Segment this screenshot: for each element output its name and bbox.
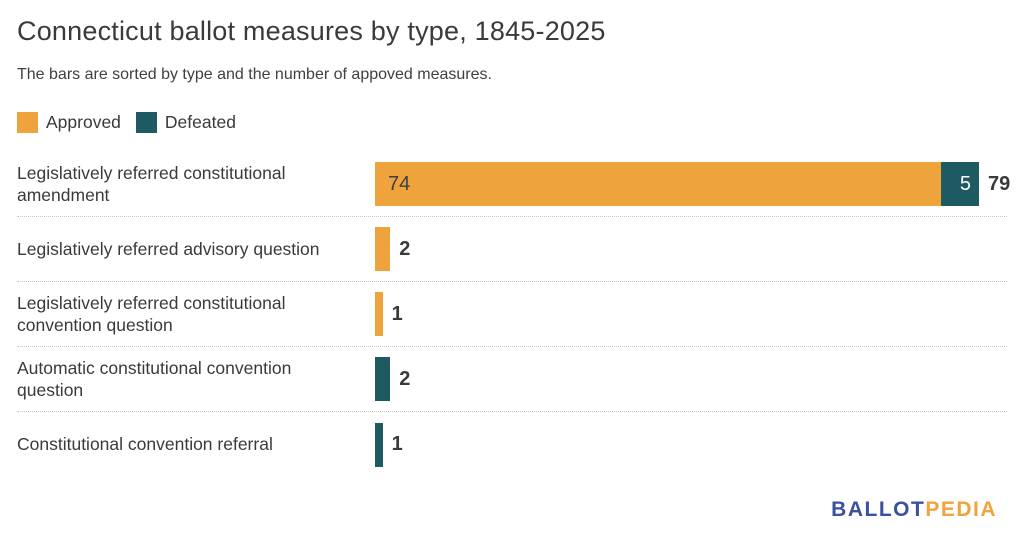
bar-group: 74 5 79 [375,152,1010,216]
segment-value-label: 74 [388,172,411,195]
total-value-label: 79 [987,172,1011,195]
logo-pedia-text: PEDIA [925,498,997,521]
category-label: Legislatively referred constitutional am… [17,162,286,205]
bar-segment-defeated: 5 [940,162,979,206]
category-label: Automatic constitutional convention ques… [17,357,292,400]
total-value-label: 1 [391,302,403,325]
bar-segment-approved [375,227,391,271]
bar-segment-defeated [375,422,383,467]
page-subtitle: The bars are sorted by type and the numb… [17,66,492,83]
chart-legend: Approved Defeated [17,112,236,133]
legend-label: Approved [46,112,121,132]
legend-item-defeated: Defeated [135,112,236,133]
segment-value-label: 5 [959,172,971,195]
total-value-label: 1 [391,433,403,455]
bar-segment-defeated [375,357,391,401]
bar-group: 2 [375,217,1007,281]
bar-group: 1 [375,282,1007,346]
ballotpedia-logo: BALLOTPEDIA [831,498,997,522]
defeated-swatch-icon [135,112,157,133]
category-label: Constitutional convention referral [17,434,273,455]
category-label: Legislatively referred advisory question [17,238,320,259]
chart-row: Legislatively referred constitutional am… [17,152,1010,217]
logo-ballot-text: BALLOT [831,498,926,521]
chart-row: Constitutional convention referral 1 [17,412,1007,477]
bar-group: 1 [375,412,1007,477]
legend-item-approved: Approved [17,112,121,133]
bar-chart: Legislatively referred constitutional am… [17,152,1010,477]
total-value-label: 2 [399,367,411,390]
approved-swatch-icon [17,112,38,133]
chart-row: Legislatively referred constitutional co… [17,282,1007,347]
legend-label: Defeated [164,112,236,132]
category-label: Legislatively referred constitutional co… [17,292,286,335]
bar-segment-approved: 74 [375,162,941,206]
bar-segment-approved [375,292,383,336]
chart-row: Legislatively referred advisory question… [17,217,1007,282]
page-title: Connecticut ballot measures by type, 184… [17,16,606,46]
total-value-label: 2 [399,237,411,260]
chart-row: Automatic constitutional convention ques… [17,347,1007,412]
bar-group: 2 [375,347,1007,411]
